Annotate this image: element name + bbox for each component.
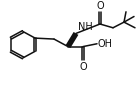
Text: NH: NH bbox=[78, 22, 93, 32]
Text: O: O bbox=[96, 1, 104, 11]
Text: O: O bbox=[79, 62, 87, 72]
Text: OH: OH bbox=[98, 39, 113, 49]
